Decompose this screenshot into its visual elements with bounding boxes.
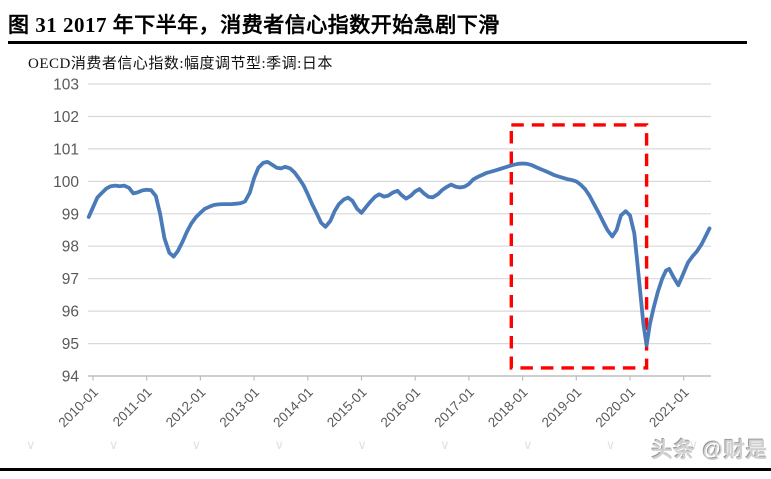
y-tick-label: 94 <box>62 369 80 386</box>
y-tick-label: 100 <box>53 174 79 191</box>
figure-title: 图 31 2017 年下半年，消费者信心指数开始急剧下滑 <box>8 13 500 37</box>
x-tick-label: 2021-01 <box>646 385 692 431</box>
chart-subtitle: OECD消费者信心指数:幅度调节型:季调:日本 <box>28 56 333 72</box>
x-tick-label: 2014-01 <box>270 385 316 431</box>
x-tick-label: 2019-01 <box>539 385 585 431</box>
bottom-rule <box>0 468 771 471</box>
y-tick-label: 97 <box>62 271 79 288</box>
y-tick-label: 99 <box>62 206 79 223</box>
x-tick-label: 2015-01 <box>324 385 370 431</box>
x-tick-label: 2010-01 <box>55 385 101 431</box>
y-tick-label: 98 <box>62 239 79 256</box>
highlight-dashed-rect <box>509 123 649 370</box>
x-tick-label: 2011-01 <box>110 385 155 430</box>
x-tick-label: 2016-01 <box>378 385 424 431</box>
x-tick-label: 2012-01 <box>163 385 209 431</box>
y-tick-label: 101 <box>53 141 79 158</box>
x-tick-label: 2017-01 <box>431 385 477 431</box>
y-tick-label: 96 <box>62 304 79 321</box>
x-tick-label: 2013-01 <box>217 385 263 431</box>
y-tick-label: 95 <box>62 336 79 353</box>
x-tick-label: 2018-01 <box>485 385 531 431</box>
x-tick-label: 2020-01 <box>592 385 638 431</box>
title-rule <box>8 41 747 44</box>
y-tick-label: 102 <box>53 109 79 126</box>
data-line <box>86 159 712 348</box>
toutiao-watermark: 头条 @财是 <box>651 439 768 462</box>
y-tick-label: 103 <box>53 77 79 94</box>
